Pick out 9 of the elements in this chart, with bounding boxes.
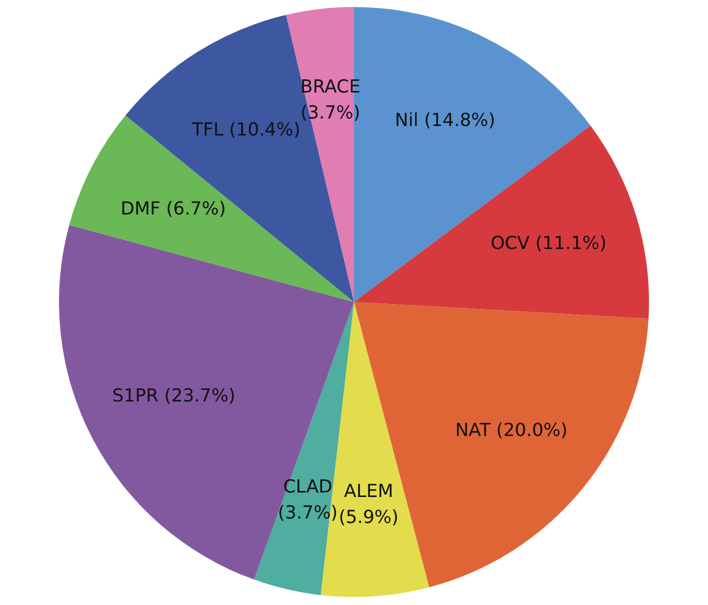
slice-label: CLAD [283, 476, 332, 498]
slice-label: NAT (20.0%) [455, 420, 568, 442]
data-label: (5.9%) [338, 507, 399, 528]
slice-label: S1PR (23.7%) [112, 385, 236, 406]
slice-label: ALEM [344, 481, 394, 502]
slice-label: OCV (11.1%) [490, 232, 607, 254]
slice-label: Nil (14.8%) [394, 110, 496, 131]
slice-label: TFL (10.4%) [191, 119, 300, 140]
slice-label: DMF (6.7%) [120, 198, 226, 220]
